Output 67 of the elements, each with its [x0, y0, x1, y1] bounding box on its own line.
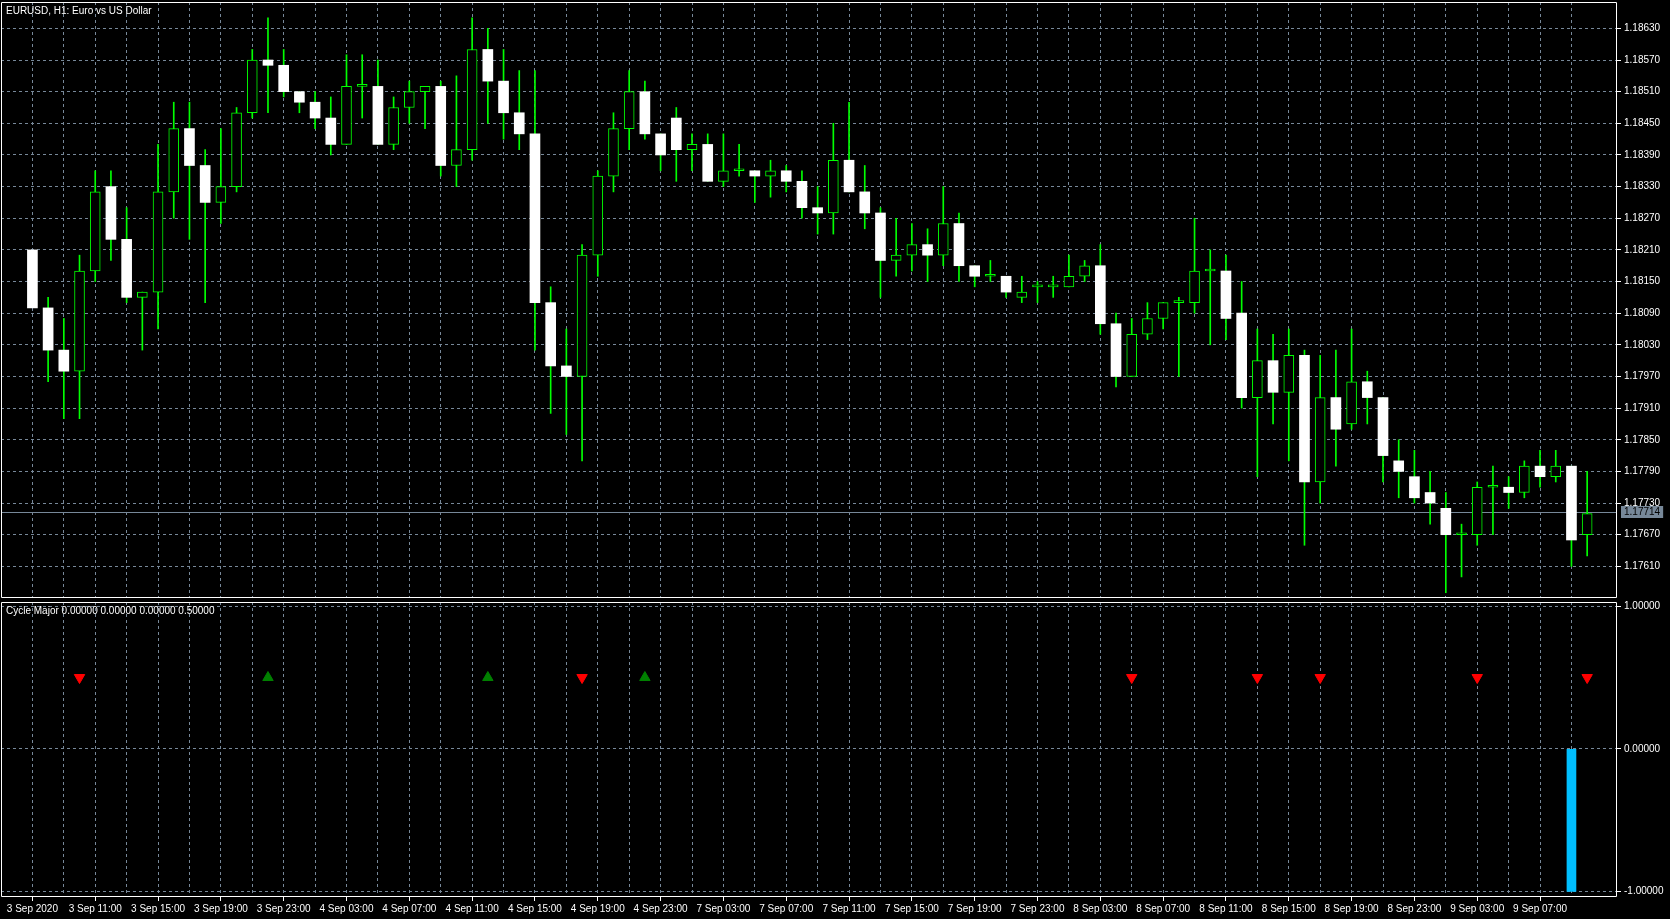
y-tick-label: -1.00000: [1624, 885, 1664, 897]
y-tick-label: 1.17790: [1624, 465, 1661, 477]
x-tick-label: 7 Sep 11:00: [822, 902, 877, 914]
x-tick-label: 8 Sep 19:00: [1324, 902, 1379, 914]
y-tick-label: 1.17970: [1624, 370, 1661, 382]
candlestick: [1393, 439, 1405, 499]
y-tick-label: 1.18510: [1624, 85, 1661, 97]
x-tick-label: 4 Sep 11:00: [445, 902, 500, 914]
candlestick: [1173, 297, 1185, 377]
y-tick-label: 1.18210: [1624, 243, 1661, 255]
chart-title: EURUSD, H1: Euro vs US Dollar: [6, 4, 153, 16]
candlestick: [58, 318, 70, 419]
candlestick: [199, 149, 211, 303]
y-tick-label: 1.18630: [1624, 22, 1661, 34]
x-tick-label: 3 Sep 2020: [6, 902, 59, 914]
x-tick-label: 7 Sep 03:00: [696, 902, 751, 914]
x-tick-label: 9 Sep 07:00: [1513, 902, 1568, 914]
candlestick: [890, 217, 902, 277]
candlestick: [1424, 471, 1436, 525]
x-tick-label: 3 Sep 11:00: [68, 902, 123, 914]
x-tick-label: 7 Sep 07:00: [759, 902, 814, 914]
x-tick-label: 3 Sep 23:00: [256, 902, 312, 914]
x-tick-label: 8 Sep 07:00: [1136, 902, 1191, 914]
x-tick-label: 8 Sep 23:00: [1387, 902, 1442, 914]
y-tick-label: 1.18090: [1624, 306, 1661, 318]
ref-line-label: 1.17714: [1624, 505, 1661, 517]
candlestick: [686, 133, 698, 172]
y-tick-label: 1.00000: [1624, 600, 1661, 612]
x-tick-label: 4 Sep 23:00: [633, 902, 688, 914]
x-tick-label: 7 Sep 15:00: [884, 902, 940, 914]
x-tick-label: 4 Sep 07:00: [382, 902, 437, 914]
y-tick-label: 1.17850: [1624, 433, 1661, 445]
x-tick-label: 3 Sep 19:00: [193, 902, 249, 914]
candlestick: [356, 54, 368, 119]
candlestick: [749, 170, 761, 203]
candlestick: [1047, 275, 1059, 298]
x-tick-label: 3 Sep 15:00: [131, 902, 186, 914]
y-tick-label: 1.17730: [1624, 496, 1661, 508]
candlestick: [215, 128, 227, 224]
candlestick: [27, 249, 38, 309]
candlestick: [733, 144, 745, 177]
x-tick-label: 8 Sep 03:00: [1073, 902, 1128, 914]
y-tick-label: 1.18330: [1624, 180, 1661, 192]
x-tick-label: 7 Sep 23:00: [1010, 902, 1065, 914]
candlestick: [1016, 275, 1028, 303]
candlestick: [1487, 465, 1499, 536]
y-tick-label: 1.18270: [1624, 212, 1661, 223]
y-tick-label: 1.18390: [1624, 148, 1661, 160]
candlestick: [262, 17, 274, 114]
x-tick-label: 4 Sep 15:00: [507, 902, 563, 914]
y-tick-label: 1.18450: [1624, 117, 1661, 129]
y-tick-label: 1.18150: [1624, 275, 1661, 287]
x-tick-label: 9 Sep 03:00: [1450, 902, 1505, 914]
chart-title: Cycle Major 0.00000 0.00000 0.00000 0.50000: [6, 604, 215, 616]
y-tick-label: 1.17610: [1624, 560, 1661, 572]
candlestick: [419, 86, 431, 129]
x-tick-label: 4 Sep 03:00: [319, 902, 374, 914]
y-tick-label: 1.18030: [1624, 338, 1661, 350]
y-tick-label: 0.00000: [1624, 742, 1661, 754]
y-tick-label: 1.17670: [1624, 528, 1661, 540]
x-tick-label: 4 Sep 19:00: [570, 902, 626, 914]
x-tick-label: 7 Sep 19:00: [947, 902, 1003, 914]
candlestick: [906, 223, 918, 272]
x-tick-label: 8 Sep 15:00: [1261, 902, 1317, 914]
y-tick-label: 1.18570: [1624, 53, 1661, 65]
y-tick-label: 1.17910: [1624, 401, 1661, 413]
x-tick-label: 8 Sep 11:00: [1199, 902, 1253, 914]
